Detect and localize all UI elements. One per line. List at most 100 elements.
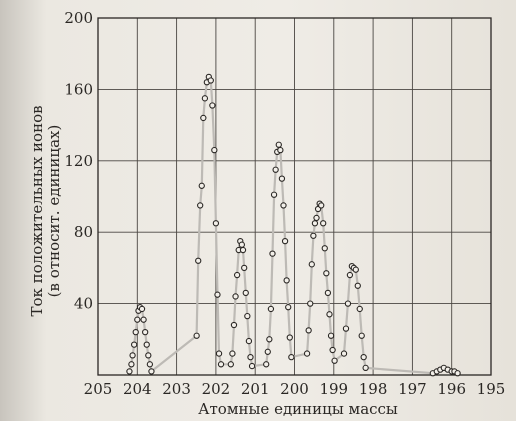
data-point-56	[280, 202, 287, 209]
x-tick-label-196: 196	[437, 380, 466, 398]
y-axis-ticks: 40 80 120 160 200	[64, 9, 93, 313]
data-point-67	[311, 220, 319, 227]
data-point-63	[305, 327, 312, 334]
spectrum-curve	[128, 75, 459, 375]
y-tick-label-120: 120	[64, 152, 93, 170]
data-point-59	[285, 304, 292, 311]
data-point-34	[233, 271, 241, 279]
data-point-30	[227, 361, 234, 368]
y-tick-label-160: 160	[64, 80, 93, 98]
data-point-74	[323, 270, 330, 277]
data-point-2	[129, 352, 136, 359]
data-point-39	[241, 264, 248, 272]
data-point-89	[358, 332, 365, 339]
data-point-58	[283, 277, 290, 284]
data-point-31	[229, 350, 236, 357]
data-point-71	[318, 202, 325, 209]
x-tick-label-199: 199	[319, 380, 348, 398]
data-point-42	[245, 337, 253, 345]
data-point-90	[360, 353, 367, 361]
data-point-10	[142, 329, 149, 336]
data-point-75	[324, 289, 332, 297]
data-point-18	[198, 182, 205, 189]
data-point-49	[269, 250, 276, 257]
data-point-65	[308, 261, 315, 268]
data-point-13	[146, 361, 154, 368]
data-point-38	[239, 246, 247, 254]
data-point-17	[197, 202, 204, 209]
data-point-68	[313, 214, 320, 222]
data-point-82	[344, 300, 352, 307]
data-point-44	[248, 362, 256, 370]
data-point-0	[126, 368, 133, 375]
data-point-24	[209, 102, 216, 109]
data-point-16	[195, 257, 202, 264]
x-tick-label-200: 200	[280, 380, 309, 398]
y-tick-label-80: 80	[74, 223, 93, 241]
data-point-99	[454, 370, 461, 377]
data-point-47	[266, 336, 273, 343]
data-point-37	[238, 241, 245, 248]
data-point-79	[331, 357, 338, 364]
data-point-45	[263, 361, 270, 368]
x-tick-label-201: 201	[241, 380, 270, 398]
y-tick-label-200: 200	[64, 9, 93, 27]
x-tick-label-195: 195	[477, 380, 506, 398]
data-point-9	[140, 316, 147, 323]
data-point-77	[327, 332, 335, 339]
data-point-23	[207, 77, 214, 84]
data-point-55	[278, 175, 286, 182]
data-point-25	[211, 146, 218, 154]
data-point-12	[145, 352, 152, 359]
data-point-76	[326, 311, 333, 318]
data-points	[126, 73, 461, 377]
data-point-11	[143, 341, 150, 348]
x-tick-label-205: 205	[84, 380, 113, 398]
data-point-14	[148, 368, 155, 375]
data-point-61	[288, 353, 295, 361]
data-point-20	[201, 95, 209, 102]
x-axis-title: Атомные единицы массы	[198, 400, 398, 418]
data-point-86	[352, 266, 359, 273]
data-point-48	[267, 305, 275, 313]
data-point-81	[342, 325, 350, 332]
data-point-19	[200, 114, 207, 122]
data-point-60	[286, 334, 293, 341]
data-point-57	[281, 237, 289, 245]
data-point-72	[320, 220, 327, 227]
data-point-53	[275, 141, 282, 148]
x-tick-label-204: 204	[123, 380, 152, 398]
data-point-80	[340, 350, 348, 357]
data-point-27	[214, 291, 221, 298]
data-point-3	[131, 341, 138, 348]
grid	[97, 17, 492, 375]
y-tick-label-40: 40	[74, 295, 93, 313]
data-point-87	[354, 282, 361, 289]
data-point-29	[217, 361, 225, 368]
data-point-54	[277, 146, 284, 154]
data-point-88	[356, 305, 363, 313]
data-point-66	[310, 232, 317, 239]
data-point-62	[303, 350, 311, 357]
data-point-83	[346, 271, 354, 279]
data-point-73	[321, 245, 328, 252]
data-point-41	[244, 312, 251, 320]
data-point-4	[132, 329, 139, 336]
data-point-33	[232, 293, 239, 300]
x-tick-label-198: 198	[359, 380, 388, 398]
data-point-91	[362, 364, 369, 372]
data-point-78	[329, 346, 336, 354]
data-point-15	[193, 332, 200, 339]
data-point-51	[272, 166, 279, 173]
data-point-40	[242, 289, 249, 297]
data-point-26	[212, 220, 220, 227]
x-tick-label-202: 202	[202, 380, 231, 398]
data-point-28	[215, 350, 223, 357]
y-axis-title-line1: Ток положительных ионов	[28, 105, 46, 316]
data-point-64	[307, 300, 314, 307]
x-tick-label-203: 203	[162, 380, 191, 398]
y-axis-title-line2: (в относит. единицах)	[45, 125, 63, 298]
data-point-5	[134, 316, 141, 323]
